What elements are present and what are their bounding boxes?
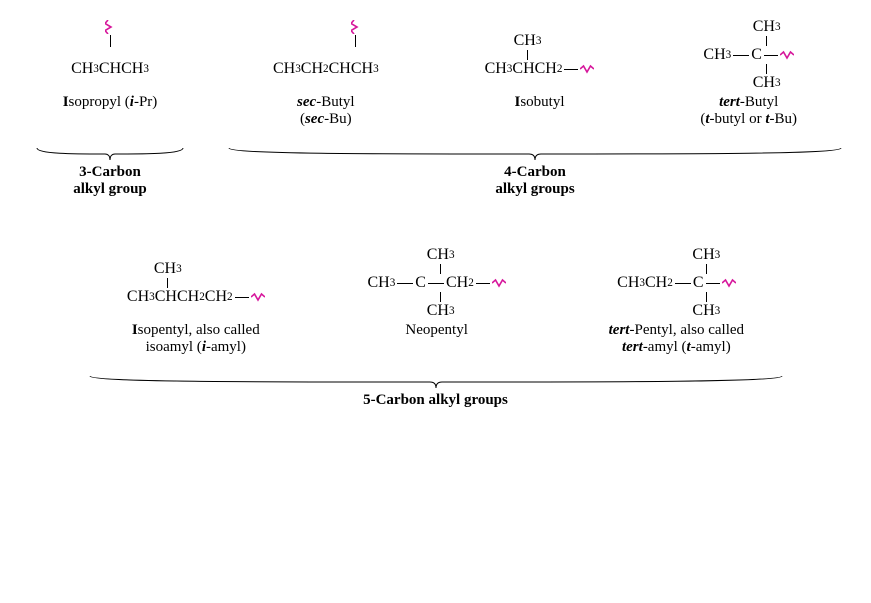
attachment-wavy-icon xyxy=(351,20,361,34)
brace-4c xyxy=(225,146,845,162)
attachment-wavy-icon xyxy=(780,50,794,60)
attachment-wavy-icon xyxy=(105,20,115,34)
name-neopentyl: Neopentyl xyxy=(405,322,467,366)
attachment-wavy-icon xyxy=(580,64,594,74)
structures-4c: CH3CH2CHCH3 sec-Butyl(sec-Bu) CH3 CH3CHC… xyxy=(220,20,850,138)
name-line: sec-Butyl xyxy=(297,94,355,111)
struct-isobutyl: CH3 CH3CHCH2 Isobutyl xyxy=(485,20,595,138)
group-5carbon: CH3 CH3CHCH2CH2 Isopentyl, also calledis… xyxy=(76,248,796,409)
name-tert-butyl: tert-Butyl(t-butyl or t-Bu) xyxy=(700,94,797,138)
attachment-wavy-icon xyxy=(492,278,506,288)
structures-5c: CH3 CH3CHCH2CH2 Isopentyl, also calledis… xyxy=(76,248,796,366)
brace-label-4c: 4-Carbon alkyl groups xyxy=(495,164,574,198)
brace-5c xyxy=(86,374,786,390)
group-4carbon: CH3CH2CHCH3 sec-Butyl(sec-Bu) CH3 CH3CHC… xyxy=(220,20,850,198)
formula-sec-butyl: CH3CH2CHCH3 xyxy=(273,20,379,90)
struct-tert-pentyl: CH3 CH3CH2C CH3 tert-Pentyl, also called… xyxy=(609,248,744,366)
formula-neopentyl: CH3 CH3CCH2 CH3 xyxy=(367,248,505,318)
name-line: Isopentyl, also called xyxy=(132,322,260,339)
brace-3c xyxy=(35,146,185,162)
structures-3c: CH3CHCH3 Isopropyl (i-Pr) xyxy=(30,20,190,138)
name-line: Neopentyl xyxy=(405,322,467,339)
brace-label-3c: 3-Carbon alkyl group xyxy=(73,164,147,198)
name-isopentyl: Isopentyl, also calledisoamyl (i-amyl) xyxy=(132,322,260,366)
brace-icon xyxy=(86,374,786,390)
formula-isopropyl: CH3CHCH3 xyxy=(71,20,149,90)
name-line: tert-Pentyl, also called xyxy=(609,322,744,339)
name-line: Isopropyl (i-Pr) xyxy=(63,94,158,111)
formula-tert-butyl: CH3 CH3C CH3 xyxy=(703,20,794,90)
brace-icon xyxy=(35,146,185,162)
brace-label-5c: 5-Carbon alkyl groups xyxy=(363,392,508,409)
name-isobutyl: Isobutyl xyxy=(514,94,564,138)
name-line: Isobutyl xyxy=(514,94,564,111)
row-5c: CH3 CH3CHCH2CH2 Isopentyl, also calledis… xyxy=(20,248,851,409)
struct-sec-butyl: CH3CH2CHCH3 sec-Butyl(sec-Bu) xyxy=(273,20,379,138)
row-3c-4c: CH3CHCH3 Isopropyl (i-Pr) 3-Carbon alkyl… xyxy=(20,20,851,198)
struct-neopentyl: CH3 CH3CCH2 CH3 Neopentyl xyxy=(367,248,505,366)
brace-icon xyxy=(225,146,845,162)
formula-isopentyl: CH3 CH3CHCH2CH2 xyxy=(127,248,265,318)
name-tert-pentyl: tert-Pentyl, also calledtert-amyl (t-amy… xyxy=(609,322,744,366)
formula-isobutyl: CH3 CH3CHCH2 xyxy=(485,20,595,90)
attachment-wavy-icon xyxy=(251,292,265,302)
name-line: (sec-Bu) xyxy=(297,111,355,128)
name-line: tert-Butyl xyxy=(700,94,797,111)
formula-tert-pentyl: CH3 CH3CH2C CH3 xyxy=(617,248,735,318)
struct-tert-butyl: CH3 CH3C CH3 tert-Butyl(t-butyl or t-Bu) xyxy=(700,20,797,138)
name-isopropyl: Isopropyl (i-Pr) xyxy=(63,94,158,138)
struct-isopentyl: CH3 CH3CHCH2CH2 Isopentyl, also calledis… xyxy=(127,248,265,366)
struct-isopropyl: CH3CHCH3 Isopropyl (i-Pr) xyxy=(63,20,158,138)
group-3carbon: CH3CHCH3 Isopropyl (i-Pr) 3-Carbon alkyl… xyxy=(30,20,190,198)
name-line: isoamyl (i-amyl) xyxy=(132,339,260,356)
name-sec-butyl: sec-Butyl(sec-Bu) xyxy=(297,94,355,138)
name-line: (t-butyl or t-Bu) xyxy=(700,111,797,128)
name-line: tert-amyl (t-amyl) xyxy=(609,339,744,356)
attachment-wavy-icon xyxy=(722,278,736,288)
